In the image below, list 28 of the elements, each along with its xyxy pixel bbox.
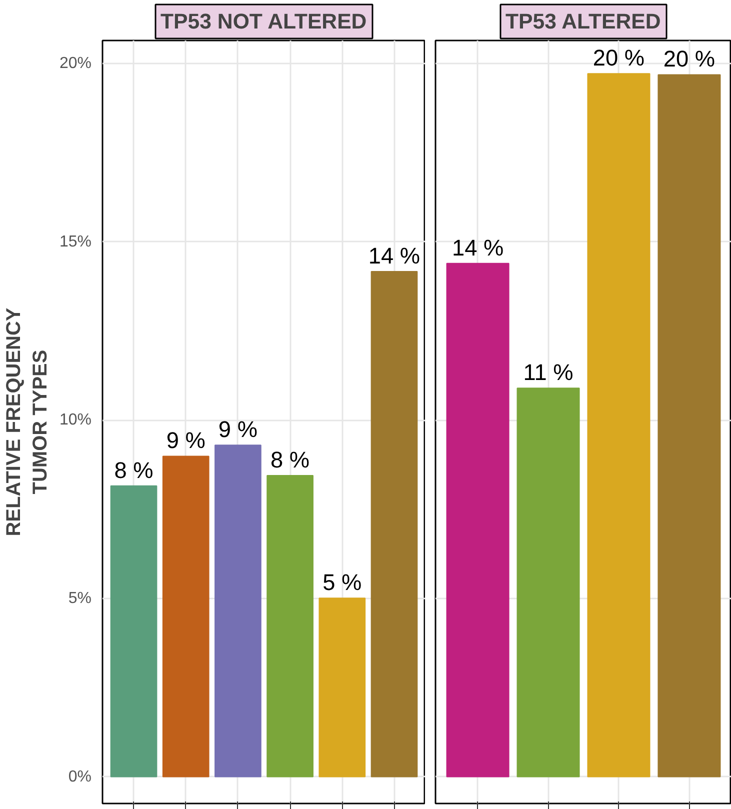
data-label: 9 % (218, 416, 258, 442)
data-label: 20 % (663, 46, 716, 72)
data-label: 14 % (368, 242, 420, 269)
y-tick-label: 15% (59, 233, 92, 250)
chart-title: TP53 ALTERED (505, 10, 661, 34)
data-label: 11 % (523, 359, 574, 386)
bar (214, 444, 262, 778)
y-tick-label: 5% (68, 590, 92, 607)
bar (318, 598, 366, 778)
data-label: 8 % (270, 446, 310, 472)
data-label: 5 % (322, 569, 362, 596)
bar (587, 73, 650, 778)
y-tick-label: 20% (59, 55, 92, 72)
data-label: 14 % (452, 234, 504, 260)
bar (370, 271, 418, 778)
chart-title: TP53 NOT ALTERED (160, 10, 367, 34)
data-label: 20 % (592, 44, 645, 71)
y-tick-label: 0% (68, 768, 92, 786)
bar (446, 262, 510, 778)
bar (162, 456, 210, 778)
data-label: 8 % (114, 456, 154, 483)
bar (266, 474, 314, 778)
y-tick-label: 10% (59, 412, 92, 429)
bar (516, 388, 580, 778)
bar (110, 485, 158, 778)
y-axis-title: RELATIVE FREQUENCY TUMOR TYPES (3, 307, 52, 536)
bar (658, 74, 721, 778)
data-label: 9 % (166, 427, 206, 454)
